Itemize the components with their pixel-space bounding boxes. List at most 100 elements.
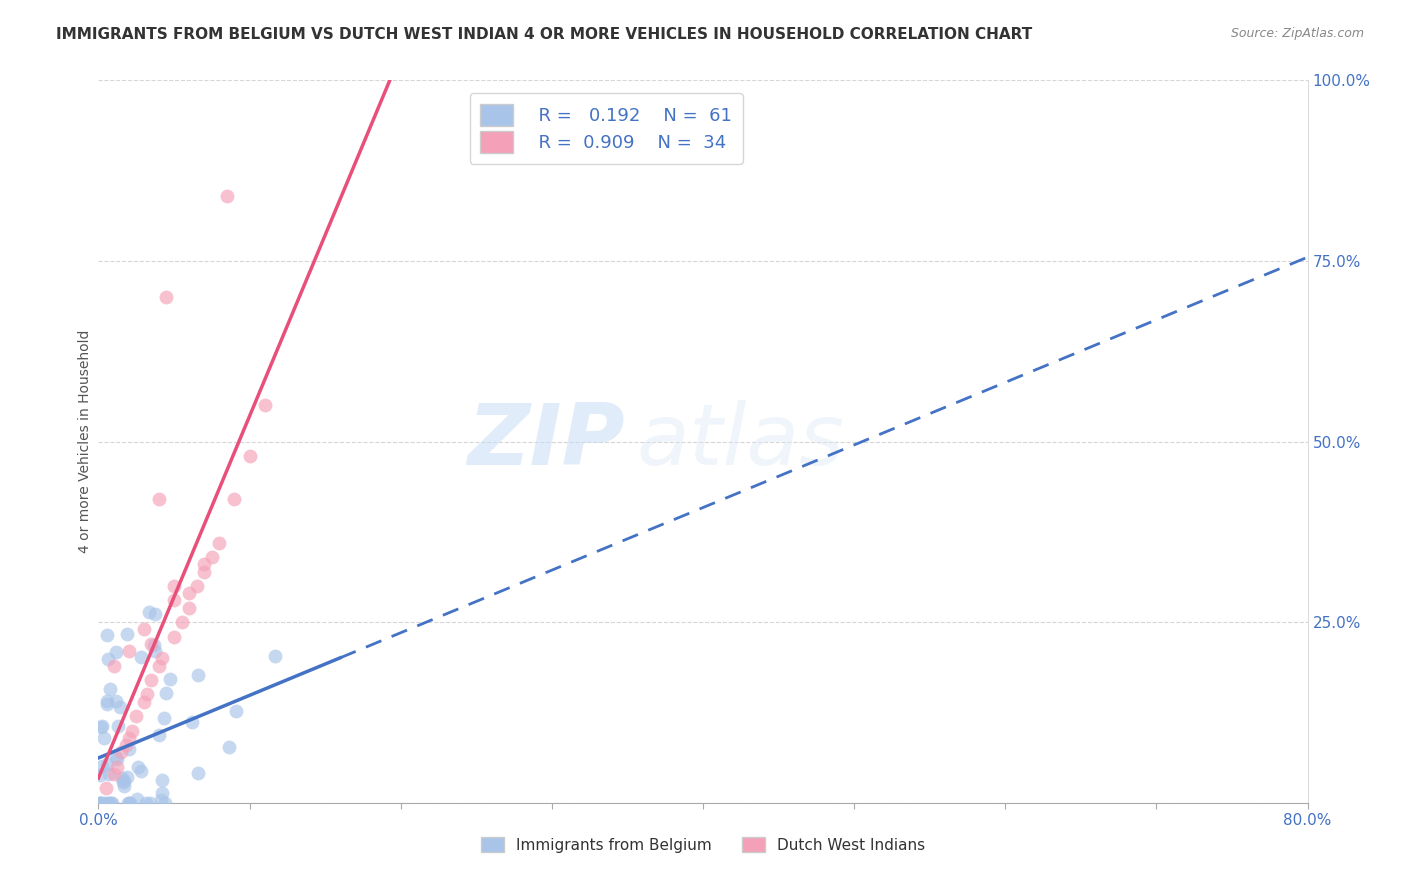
Point — [100, 796, 122, 810]
Point — [111, 772, 134, 786]
Text: IMMIGRANTS FROM BELGIUM VS DUTCH WEST INDIAN 4 OR MORE VEHICLES IN HOUSEHOLD COR: IMMIGRANTS FROM BELGIUM VS DUTCH WEST IN… — [56, 27, 1032, 42]
Point — [115, 627, 138, 641]
Point — [139, 796, 162, 810]
Point — [114, 738, 136, 752]
Point — [105, 645, 128, 659]
Point — [125, 709, 148, 723]
Point — [150, 786, 173, 800]
Point — [132, 623, 155, 637]
Point — [118, 644, 141, 658]
Point — [127, 760, 149, 774]
Point — [103, 658, 125, 673]
Point — [91, 759, 114, 773]
Point — [107, 751, 129, 765]
Point — [143, 644, 166, 658]
Point — [117, 796, 139, 810]
Point — [180, 715, 202, 730]
Point — [125, 792, 148, 806]
Point — [91, 796, 114, 810]
Point — [148, 728, 170, 742]
Point — [179, 600, 201, 615]
Point — [112, 774, 135, 789]
Point — [97, 796, 120, 810]
Point — [118, 796, 141, 810]
Point — [153, 796, 176, 810]
Point — [187, 765, 209, 780]
Point — [111, 775, 134, 789]
Point — [152, 773, 174, 788]
Point — [170, 615, 193, 630]
Point — [253, 398, 276, 412]
Point — [131, 649, 153, 664]
Point — [163, 579, 186, 593]
Point — [107, 719, 129, 733]
Point — [215, 189, 238, 203]
Point — [97, 796, 120, 810]
Text: ZIP: ZIP — [467, 400, 624, 483]
Text: atlas: atlas — [637, 400, 845, 483]
Point — [98, 767, 121, 781]
Point — [90, 720, 112, 734]
Point — [193, 558, 215, 572]
Point — [118, 796, 141, 810]
Point — [100, 796, 122, 810]
Point — [97, 652, 120, 666]
Point — [89, 768, 111, 782]
Point — [148, 658, 170, 673]
Text: Source: ZipAtlas.com: Source: ZipAtlas.com — [1230, 27, 1364, 40]
Point — [150, 651, 173, 665]
Point — [159, 673, 181, 687]
Point — [155, 686, 177, 700]
Point — [115, 770, 138, 784]
Legend: Immigrants from Belgium, Dutch West Indians: Immigrants from Belgium, Dutch West Indi… — [472, 829, 934, 860]
Point — [155, 290, 177, 304]
Point — [96, 694, 118, 708]
Point — [135, 687, 157, 701]
Point — [98, 682, 121, 697]
Point — [163, 630, 186, 644]
Point — [94, 796, 117, 810]
Point — [105, 760, 128, 774]
Point — [193, 565, 215, 579]
Point — [141, 637, 163, 651]
Point — [142, 638, 165, 652]
Point — [110, 745, 132, 759]
Point — [135, 796, 157, 810]
Point — [96, 628, 118, 642]
Point — [179, 586, 201, 600]
Point — [218, 740, 240, 755]
Point — [117, 742, 139, 756]
Point — [225, 704, 247, 718]
Point — [96, 756, 118, 771]
Point — [186, 579, 208, 593]
Y-axis label: 4 or more Vehicles in Household: 4 or more Vehicles in Household — [77, 330, 91, 553]
Point — [103, 767, 125, 781]
Point — [105, 694, 128, 708]
Point — [143, 607, 166, 622]
Point — [132, 695, 155, 709]
Point — [163, 593, 186, 607]
Point — [118, 731, 141, 745]
Point — [89, 796, 111, 810]
Point — [141, 673, 163, 687]
Point — [264, 648, 287, 663]
Point — [187, 668, 209, 682]
Point — [89, 796, 111, 810]
Point — [93, 731, 115, 745]
Point — [108, 700, 131, 714]
Point — [149, 793, 172, 807]
Point — [148, 492, 170, 507]
Point — [96, 697, 118, 711]
Point — [153, 711, 176, 725]
Point — [224, 492, 246, 507]
Point — [121, 723, 143, 738]
Point — [112, 779, 135, 793]
Point — [89, 796, 111, 810]
Point — [105, 749, 128, 764]
Point — [90, 719, 112, 733]
Point — [138, 605, 160, 619]
Point — [201, 550, 224, 565]
Point — [239, 449, 262, 463]
Point — [208, 535, 231, 549]
Point — [94, 781, 117, 796]
